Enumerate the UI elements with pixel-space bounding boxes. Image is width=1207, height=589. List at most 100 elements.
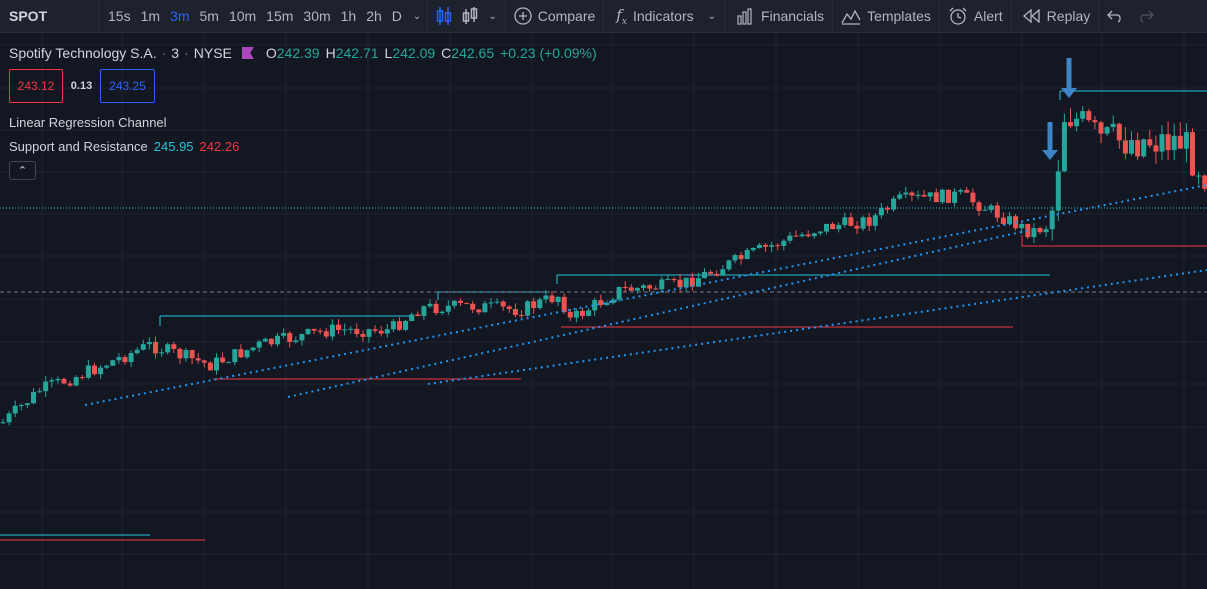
- candle-body: [1159, 134, 1165, 152]
- candle-body: [1116, 123, 1122, 141]
- price-chart[interactable]: [0, 33, 1207, 589]
- interval-d[interactable]: D: [391, 8, 402, 24]
- redo-button[interactable]: [1130, 0, 1162, 33]
- candle-body: [708, 271, 714, 274]
- candle-body: [811, 233, 817, 237]
- candle-body: [1031, 228, 1037, 238]
- interval-2h[interactable]: 2h: [366, 8, 382, 24]
- candle-body: [360, 334, 366, 337]
- candle-body: [1153, 145, 1159, 152]
- change-value: +0.23 (+0.09%): [500, 45, 597, 61]
- candlestick-type-button[interactable]: ⌄: [428, 0, 504, 33]
- open-key: O: [265, 45, 277, 61]
- candle-body: [458, 300, 463, 303]
- compare-button[interactable]: Compare: [506, 0, 604, 33]
- candle-body: [92, 365, 97, 375]
- candle-body: [488, 302, 494, 304]
- candle-body: [641, 285, 646, 289]
- candle-body: [647, 285, 653, 289]
- candle-body: [610, 299, 616, 303]
- candle-body: [1007, 216, 1012, 224]
- collapse-legend-button[interactable]: ⌃: [9, 161, 36, 180]
- interval-5m[interactable]: 5m: [199, 8, 219, 24]
- flag-icon[interactable]: [241, 47, 254, 59]
- candle-body: [24, 403, 30, 406]
- candle-body: [683, 277, 689, 288]
- candle-body: [506, 306, 512, 310]
- candle-body: [793, 235, 799, 237]
- candle-body: [915, 194, 921, 196]
- candle-body: [73, 377, 79, 386]
- candle-body: [970, 192, 976, 203]
- interval-3m[interactable]: 3m: [170, 8, 190, 24]
- candle-body: [1043, 229, 1049, 233]
- indicators-button[interactable]: fx Indicators ⌄: [604, 0, 724, 33]
- financials-button[interactable]: Financials: [725, 0, 832, 33]
- candle-body: [262, 338, 268, 342]
- candle-body: [726, 260, 732, 270]
- undo-button[interactable]: [1099, 0, 1130, 33]
- redo-icon: [1140, 10, 1155, 23]
- top-toolbar: SPOT 15s 1m 3m 5m 10m 15m 30m 1h 2h D ⌄ ⌄ Compare…: [0, 0, 1207, 33]
- interval-30m[interactable]: 30m: [303, 8, 331, 24]
- buy-button[interactable]: 243.25: [100, 69, 155, 103]
- plus-circle-icon: [514, 7, 532, 25]
- alert-button[interactable]: Alert: [940, 0, 1011, 33]
- templates-button[interactable]: Templates: [833, 0, 939, 33]
- candle-body: [1171, 135, 1177, 151]
- symbol-search[interactable]: SPOT: [9, 8, 48, 24]
- candle-body: [531, 301, 537, 308]
- indicator-linear-regression[interactable]: Linear Regression Channel: [9, 115, 167, 130]
- low-key: L: [384, 45, 393, 61]
- support-value: 242.26: [199, 139, 240, 154]
- candle-body: [744, 250, 750, 259]
- toolbar-divider: [724, 0, 726, 33]
- trade-panel: 243.12 0.13 243.25: [9, 69, 155, 103]
- chevron-down-icon: ⌄: [707, 10, 717, 22]
- candle-body: [946, 189, 951, 203]
- candle-body: [665, 279, 671, 281]
- interval-15s[interactable]: 15s: [108, 8, 131, 24]
- interval-1m[interactable]: 1m: [140, 8, 161, 24]
- candle-body: [384, 329, 390, 334]
- candle-body: [153, 342, 158, 354]
- candle-body: [476, 309, 482, 313]
- indicator-label: Support and Resistance: [9, 139, 148, 154]
- sell-button[interactable]: 243.12: [9, 69, 63, 103]
- indicator-support-resistance[interactable]: Support and Resistance 245.95 242.26: [9, 139, 239, 154]
- indicators-label: Indicators: [632, 8, 694, 24]
- symbol-legend-row[interactable]: Spotify Technology S.A. · 3 · NYSE O 242.…: [9, 44, 603, 62]
- candle-body: [854, 225, 860, 229]
- candle-body: [403, 321, 409, 330]
- interval-1h[interactable]: 1h: [340, 8, 357, 24]
- candle-body: [616, 286, 622, 300]
- replay-button[interactable]: Replay: [1012, 0, 1099, 33]
- regression-line: [287, 229, 1031, 398]
- interval-15m[interactable]: 15m: [266, 8, 294, 24]
- interval-menu-button[interactable]: ⌄: [407, 0, 427, 33]
- high-key: H: [325, 45, 336, 61]
- candle-body: [976, 202, 982, 211]
- candle-body: [165, 344, 171, 353]
- candle-body: [878, 207, 884, 216]
- chart-style-icon: [463, 7, 478, 24]
- candle-body: [445, 305, 451, 312]
- candle-body: [519, 315, 524, 317]
- candle-body: [1037, 228, 1043, 233]
- high-value: 242.71: [335, 45, 379, 61]
- interval-10m[interactable]: 10m: [228, 8, 257, 24]
- candle-body: [104, 365, 110, 368]
- candle-body: [933, 192, 939, 203]
- toolbar-divider: [427, 0, 429, 33]
- alert-label: Alert: [973, 8, 1003, 24]
- candle-body: [1110, 123, 1116, 128]
- candle-body: [140, 344, 146, 350]
- support-resistance-levels: [0, 90, 1207, 541]
- candle-body: [61, 378, 67, 384]
- candle-body: [366, 329, 372, 337]
- candle-body: [171, 344, 177, 349]
- indicator-label: Linear Regression Channel: [9, 115, 167, 130]
- candle-body: [409, 314, 415, 322]
- close-key: C: [441, 45, 452, 61]
- candle-body: [763, 244, 768, 247]
